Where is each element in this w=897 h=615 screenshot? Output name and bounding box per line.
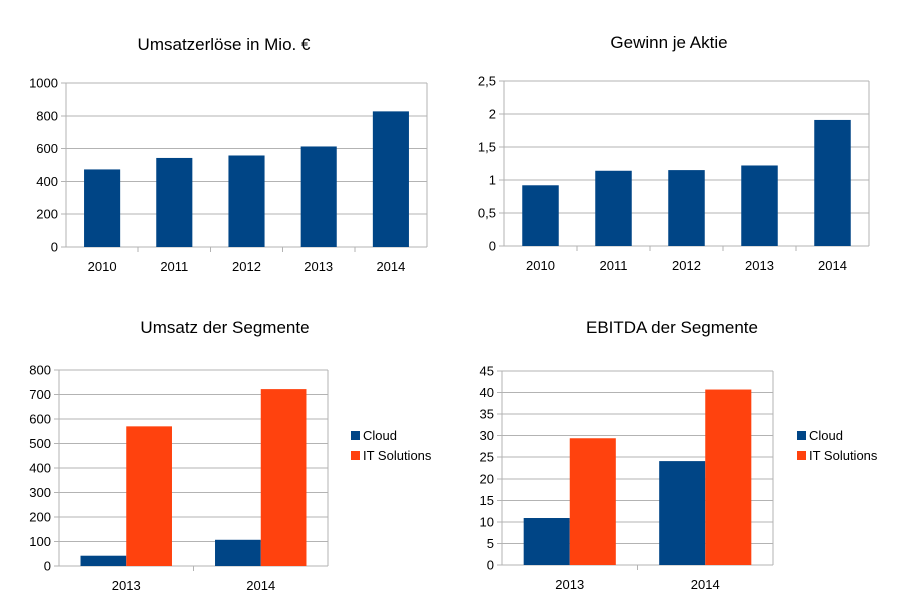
y-tick-label: 45 (480, 364, 494, 379)
y-tick-label: 300 (29, 485, 51, 500)
y-tick-label: 0 (489, 239, 496, 254)
y-tick-label: 2 (489, 107, 496, 122)
y-tick-label: 800 (36, 108, 58, 123)
bar (659, 461, 706, 565)
chart-ebitda-segmente: EBITDA der Segmente 0 5 10 15 20 25 30 35 40 45 20… (480, 318, 878, 592)
x-tick-label: 2014 (246, 578, 275, 593)
chart-title: Gewinn je Aktie (610, 33, 727, 52)
chart-title: EBITDA der Segmente (586, 318, 758, 337)
bar (523, 518, 570, 565)
x-tick-label: 2013 (304, 259, 333, 274)
bar (80, 555, 127, 566)
y-tick-label: 500 (29, 436, 51, 451)
bar (156, 157, 193, 247)
y-tick-label: 400 (36, 174, 58, 189)
bar (569, 438, 616, 565)
bar (228, 155, 265, 247)
legend-swatch (797, 451, 806, 460)
chart-title: Umsatz der Segmente (140, 318, 309, 337)
x-tick-label: 2013 (112, 578, 141, 593)
x-tick-label: 2013 (745, 258, 774, 273)
y-tick-label: 600 (29, 412, 51, 427)
y-tick-label: 30 (480, 428, 494, 443)
y-tick-label: 15 (480, 493, 494, 508)
y-tick-label: 0 (44, 559, 51, 574)
x-tick-label: 2012 (672, 258, 701, 273)
y-tick-label: 800 (29, 363, 51, 378)
bar (372, 111, 409, 247)
bar (741, 165, 778, 246)
bar (705, 389, 752, 565)
y-tick-label: 200 (29, 510, 51, 525)
chart-title: Umsatzerlöse in Mio. € (138, 35, 311, 54)
legend-label: Cloud (363, 428, 397, 443)
y-tick-label: 5 (487, 536, 494, 551)
y-tick-label: 2,5 (478, 74, 496, 89)
legend-label: IT Solutions (809, 448, 878, 463)
y-tick-label: 1 (489, 173, 496, 188)
y-tick-label: 25 (480, 450, 494, 465)
chart-umsatz-segmente: Umsatz der Segmente 0 100 200 300 400 500 600 7… (29, 318, 432, 593)
bar (84, 169, 121, 247)
y-tick-label: 0 (51, 240, 58, 255)
y-tick-label: 1,5 (478, 140, 496, 155)
y-tick-label: 400 (29, 461, 51, 476)
bar (126, 426, 172, 566)
x-tick-label: 2014 (691, 577, 720, 592)
y-tick-label: 700 (29, 387, 51, 402)
y-tick-label: 1000 (29, 76, 58, 91)
y-tick-label: 10 (480, 514, 494, 529)
bar (668, 170, 705, 246)
x-tick-label: 2014 (818, 258, 847, 273)
x-tick-label: 2010 (88, 259, 117, 274)
x-tick-label: 2011 (600, 258, 628, 273)
x-tick-label: 2013 (555, 577, 584, 592)
y-tick-label: 0 (487, 558, 494, 573)
legend-label: IT Solutions (363, 448, 432, 463)
chart-gewinn-je-aktie: Gewinn je Aktie 0 0,5 1 1,5 2 2,5 2010 2011 2012… (478, 33, 870, 273)
x-tick-label: 2010 (526, 258, 555, 273)
y-tick-label: 20 (480, 471, 494, 486)
y-tick-label: 600 (36, 141, 58, 156)
y-tick-label: 35 (480, 407, 494, 422)
bar (522, 185, 559, 246)
y-tick-label: 40 (480, 385, 494, 400)
legend-swatch (797, 431, 806, 440)
x-tick-label: 2012 (232, 259, 261, 274)
legend-label: Cloud (809, 428, 843, 443)
x-tick-label: 2014 (376, 259, 405, 274)
y-tick-label: 0,5 (478, 206, 496, 221)
chart-umsatzerloese: Umsatzerlöse in Mio. € 0 200 400 600 800 1000… (29, 35, 428, 274)
legend-swatch (351, 451, 360, 460)
x-tick-label: 2011 (160, 259, 188, 274)
bar (300, 146, 337, 247)
legend-swatch (351, 431, 360, 440)
y-tick-label: 200 (36, 207, 58, 222)
y-tick-label: 100 (29, 534, 51, 549)
bar (595, 170, 632, 246)
bar (215, 539, 261, 566)
bar (260, 389, 307, 566)
bar (814, 119, 851, 246)
